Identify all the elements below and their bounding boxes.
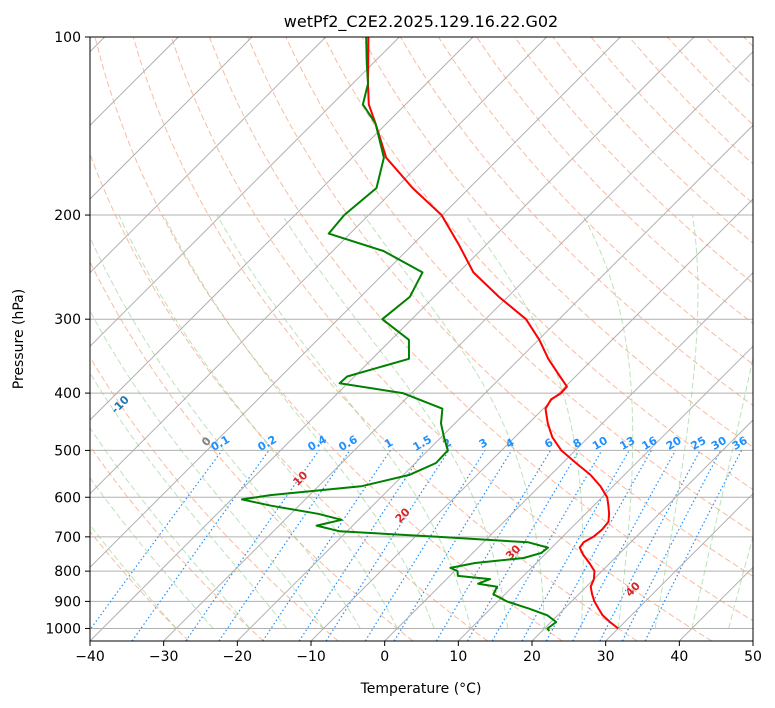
- isotherm-gridline: [90, 37, 621, 569]
- isotherm-gridline: [90, 37, 327, 274]
- x-tick-label: 30: [597, 649, 615, 665]
- moist-adiabat: [90, 310, 324, 629]
- y-tick-label: 500: [54, 443, 81, 459]
- dry-adiabat: [514, 37, 753, 284]
- moist-adiabat: [90, 477, 214, 629]
- moist-adiabat: [582, 214, 634, 629]
- x-tick-label: 50: [744, 649, 762, 665]
- dry-adiabat: [90, 445, 264, 641]
- mixing-ratio-line: [90, 450, 223, 631]
- x-tick-label: 10: [449, 649, 467, 665]
- y-tick-label: 200: [54, 208, 81, 224]
- moist-adiabat: [464, 214, 584, 629]
- plot-area: 0.10.20.40.611.52346810131620253036-100-…: [90, 37, 753, 641]
- mixing-ratio-line: [325, 450, 450, 641]
- isotherm-gridline: [90, 37, 400, 348]
- mixing-ratio-line: [218, 450, 351, 641]
- moist-adiabat: [281, 214, 509, 629]
- mixing-ratio-line: [644, 450, 743, 641]
- chart-title: wetPf2_C2E2.2025.129.16.22.G02: [284, 12, 558, 32]
- y-tick-label: 600: [54, 490, 81, 506]
- y-tick-label: 800: [54, 564, 81, 580]
- x-axis-label: Temperature (°C): [360, 681, 482, 697]
- mixing-ratio-line: [621, 450, 722, 641]
- isotherm-gridline: [531, 419, 753, 641]
- y-tick-label: 400: [54, 386, 81, 402]
- y-tick-label: 300: [54, 312, 81, 328]
- isotherm-gridline: [605, 492, 753, 641]
- moist-adiabat: [691, 355, 753, 629]
- dry-adiabat: [209, 37, 753, 622]
- isotherm-gridline: [90, 37, 695, 641]
- moist-adiabat: [363, 214, 545, 629]
- isotherm-gridline: [457, 345, 753, 641]
- mixing-ratio-line: [393, 450, 513, 641]
- moist-adiabat: [90, 236, 361, 629]
- moist-adiabat: [216, 214, 472, 629]
- moist-adiabat: [90, 372, 288, 629]
- dry-adiabat: [90, 152, 488, 641]
- moist-adiabat: [90, 524, 177, 629]
- temperature-profile: [367, 37, 619, 630]
- isotherm-gridline: [310, 198, 753, 641]
- mixing-ratio-line: [572, 450, 677, 641]
- moist-adiabat: [654, 214, 699, 629]
- y-tick-label: 100: [54, 30, 81, 46]
- dewpoint-profile: [240, 37, 558, 632]
- dry-adiabat: [94, 37, 563, 641]
- y-tick-label: 1000: [45, 621, 81, 637]
- profiles: [240, 37, 619, 632]
- x-tick-label: −30: [149, 649, 179, 665]
- y-axis-label: Pressure (hPa): [11, 289, 27, 389]
- x-axis: −40 −30 −20 −10 0 10 20 30 40 50: [75, 641, 762, 665]
- moist-adiabat: [118, 214, 398, 629]
- x-tick-label: 20: [523, 649, 541, 665]
- isotherm-gridlines: [90, 37, 753, 641]
- y-tick-label: 900: [54, 594, 81, 610]
- dry-adiabat: [437, 37, 753, 365]
- isotherm-gridline: [90, 37, 548, 495]
- x-tick-label: −10: [296, 649, 326, 665]
- dry-adiabat: [90, 356, 339, 641]
- isotherm-gridline: [90, 37, 474, 421]
- moist-adiabat: [728, 534, 753, 629]
- moist-adiabats: [90, 214, 753, 629]
- dry-adiabat: [247, 37, 753, 577]
- isotherm-gridline: [163, 50, 753, 641]
- mixing-ratio-line: [298, 450, 425, 641]
- x-tick-label: −20: [223, 649, 253, 665]
- plot-frame: [89, 36, 754, 642]
- x-tick-label: −40: [75, 649, 105, 665]
- moist-adiabat: [163, 214, 435, 629]
- moist-adiabat: [90, 426, 251, 629]
- dry-adiabat: [90, 530, 190, 641]
- x-tick-label: 0: [380, 649, 389, 665]
- mixing-ratio-line: [185, 450, 320, 641]
- dry-adiabat: [132, 37, 638, 641]
- dry-adiabat: [399, 37, 753, 407]
- x-tick-label: 40: [670, 649, 688, 665]
- y-tick-label: 700: [54, 530, 81, 546]
- y-axis: 100 200 300 400 500 600 700 800 900 1000: [45, 30, 90, 637]
- isotherm-gridline: [90, 37, 253, 200]
